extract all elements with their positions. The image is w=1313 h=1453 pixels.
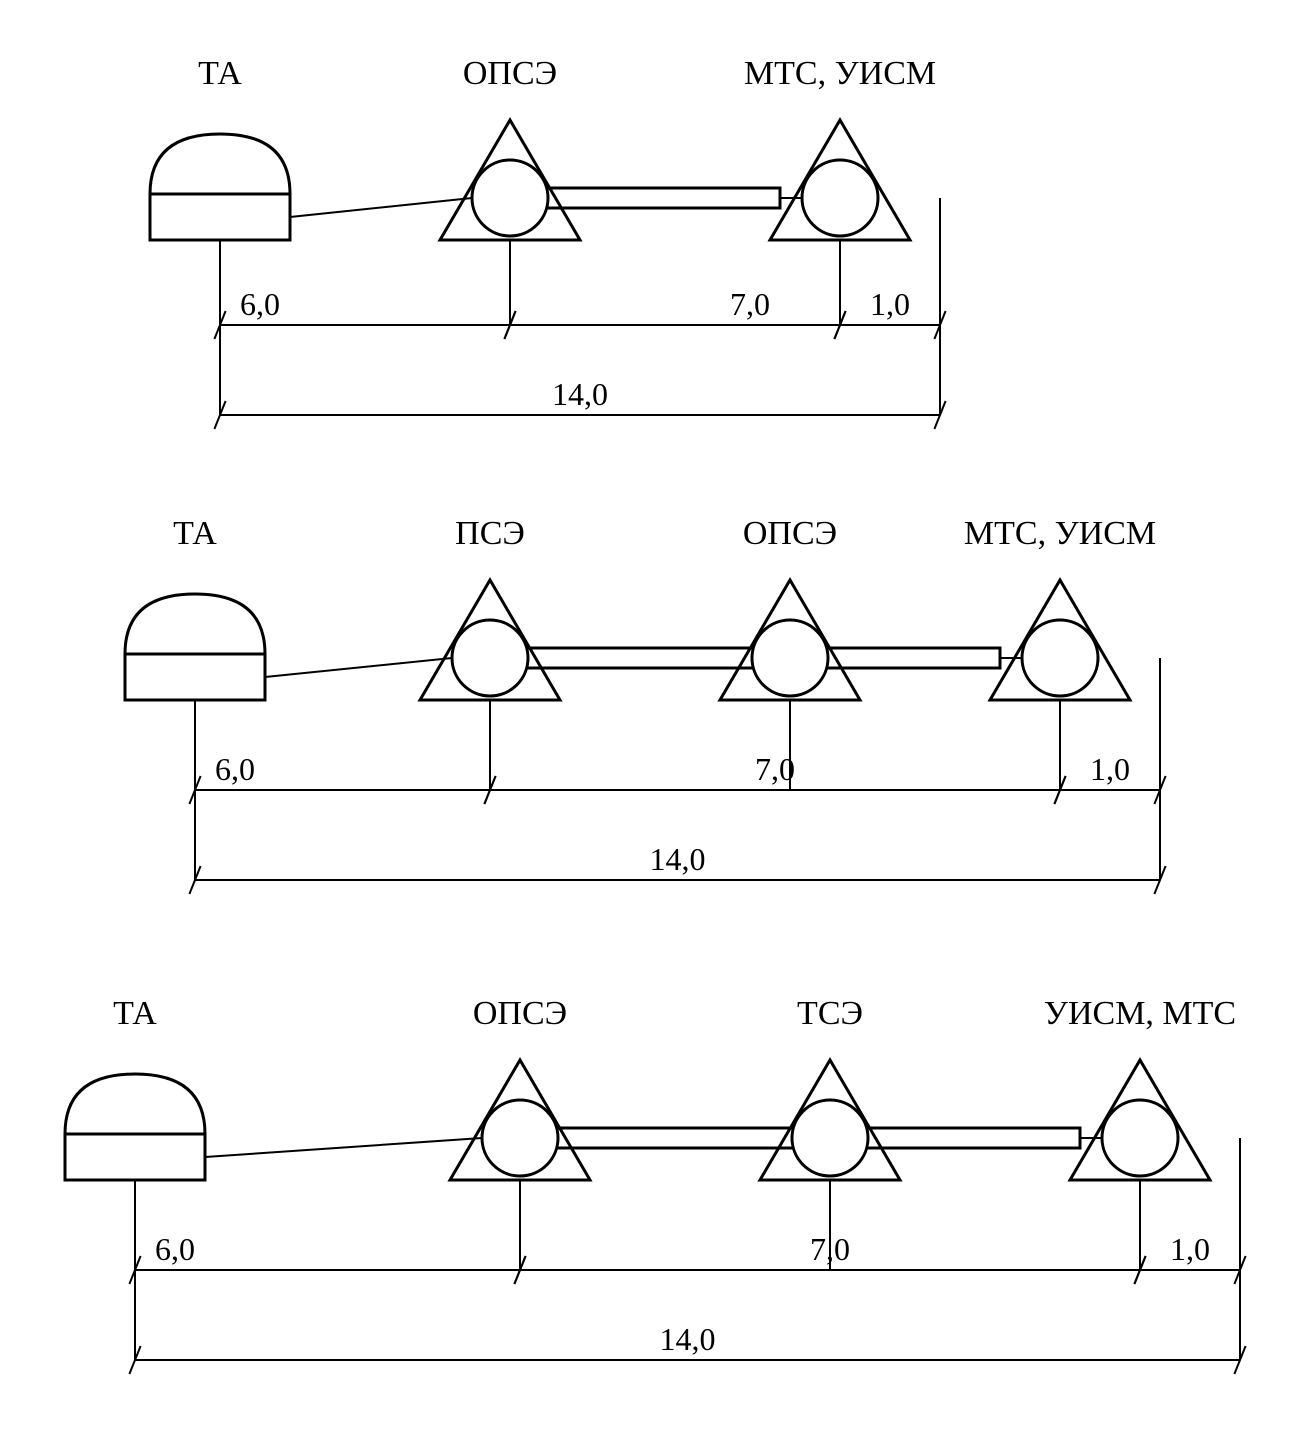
dim-upper: 1,0 xyxy=(870,286,910,322)
node-circle xyxy=(1022,620,1098,696)
ta-base xyxy=(150,194,290,240)
node-circle xyxy=(452,620,528,696)
ta-dome xyxy=(150,134,290,194)
dim-upper: 6,0 xyxy=(155,1231,195,1267)
node-label: ОПСЭ xyxy=(473,995,567,1032)
dim-upper: 7,0 xyxy=(755,751,795,787)
node-circle xyxy=(1102,1100,1178,1176)
ta-base xyxy=(65,1134,205,1180)
node-label: МТС, УИСМ xyxy=(964,515,1156,552)
dim-upper: 1,0 xyxy=(1090,751,1130,787)
node-label: ОПСЭ xyxy=(743,515,837,552)
node-label: УИСМ, МТС xyxy=(1044,995,1236,1032)
node-label: МТС, УИСМ xyxy=(744,55,936,92)
dim-upper: 1,0 xyxy=(1170,1231,1210,1267)
dim-upper: 7,0 xyxy=(810,1231,850,1267)
diagram-group: ТА ОПСЭ МТС, УИСМ 6,0 7,0 1,0 14,0 xyxy=(150,55,946,429)
node-label: ОПСЭ xyxy=(463,55,557,92)
dim-total: 14,0 xyxy=(660,1321,716,1357)
node-label: ТСЭ xyxy=(797,995,863,1032)
dim-upper: 7,0 xyxy=(730,286,770,322)
node-label: ПСЭ xyxy=(455,515,525,552)
ta-label: ТА xyxy=(173,515,217,552)
dim-total: 14,0 xyxy=(650,841,706,877)
dim-total: 14,0 xyxy=(552,376,608,412)
node-circle xyxy=(752,620,828,696)
ta-base xyxy=(125,654,265,700)
ta-dome xyxy=(125,594,265,654)
node-circle xyxy=(472,160,548,236)
node-circle xyxy=(482,1100,558,1176)
ta-label: ТА xyxy=(198,55,242,92)
ta-dome xyxy=(65,1074,205,1134)
diagram-group: ТА ПСЭ ОПСЭ МТС, УИСМ 6,0 7,0 1,0 14,0 xyxy=(125,515,1166,894)
dim-upper: 6,0 xyxy=(215,751,255,787)
node-circle xyxy=(802,160,878,236)
diagram-canvas: ТА ОПСЭ МТС, УИСМ 6,0 7,0 1,0 14,0 ТА ПСЭ ОПСЭ МТС… xyxy=(20,20,1313,1433)
dim-upper: 6,0 xyxy=(240,286,280,322)
diagram-group: ТА ОПСЭ ТСЭ УИСМ, МТС 6,0 7,0 1,0 14,0 xyxy=(65,995,1246,1374)
ta-label: ТА xyxy=(113,995,157,1032)
node-circle xyxy=(792,1100,868,1176)
